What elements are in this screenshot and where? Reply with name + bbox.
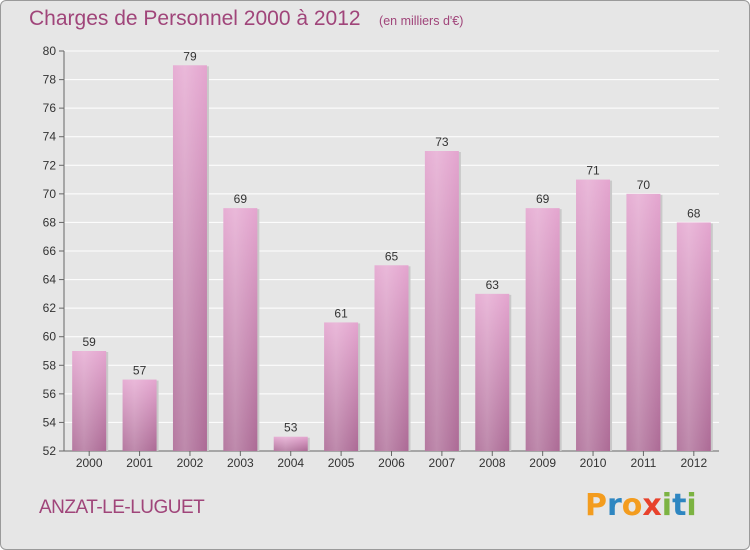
y-tick-label: 64 — [43, 273, 57, 287]
bar-highlight — [172, 65, 207, 452]
commune-name: ANZAT-LE-LUGUET — [39, 497, 205, 518]
y-tick-label: 66 — [43, 244, 57, 258]
x-tick-label: 2012 — [680, 456, 707, 470]
data-label: 79 — [183, 49, 197, 63]
x-tick-label: 2000 — [76, 456, 103, 470]
data-label: 61 — [334, 306, 348, 320]
y-tick-label: 52 — [43, 444, 57, 458]
y-tick-label: 72 — [43, 158, 57, 172]
y-tick-label: 58 — [43, 358, 57, 372]
proxiti-logo: Proxiti — [585, 488, 697, 523]
bar-highlight — [122, 379, 157, 451]
chart-subtitle: (en milliers d'€) — [379, 14, 464, 28]
x-tick-label: 2011 — [631, 456, 657, 470]
data-label: 68 — [687, 206, 701, 220]
logo-letter: o — [621, 488, 643, 523]
x-tick-label: 2010 — [580, 456, 607, 470]
bar-highlight — [273, 436, 308, 451]
logo-letter: x — [642, 488, 662, 523]
data-label: 59 — [83, 335, 97, 349]
x-tick-label: 2007 — [429, 456, 456, 470]
bar-highlight — [576, 179, 611, 452]
x-tick-label: 2008 — [479, 456, 506, 470]
y-tick-label: 76 — [43, 101, 57, 115]
y-tick-label: 54 — [43, 415, 57, 429]
bar-highlight — [525, 208, 560, 451]
data-label: 69 — [536, 192, 550, 206]
bar-highlight — [324, 322, 359, 451]
data-label: 70 — [637, 178, 651, 192]
data-label: 53 — [284, 421, 298, 435]
bar-highlight — [475, 293, 510, 451]
bar-highlight — [72, 351, 107, 451]
data-label: 57 — [133, 364, 147, 378]
y-tick-label: 60 — [43, 330, 57, 344]
chart-title: Charges de Personnel 2000 à 2012 — [29, 7, 361, 30]
title-block: Charges de Personnel 2000 à 2012 (en mil… — [29, 7, 463, 31]
bar-highlight — [626, 193, 661, 451]
x-tick-label: 2005 — [328, 456, 355, 470]
data-label: 73 — [435, 135, 449, 149]
y-tick-label: 70 — [43, 187, 57, 201]
bar-highlight — [374, 265, 409, 451]
logo-letter: P — [585, 488, 607, 523]
bar-highlight — [223, 208, 258, 451]
y-tick-label: 62 — [43, 301, 57, 315]
x-tick-label: 2009 — [529, 456, 556, 470]
data-label: 71 — [586, 164, 600, 178]
logo-letter: r — [607, 488, 622, 523]
x-tick-label: 2002 — [177, 456, 204, 470]
bar-highlight — [676, 222, 711, 451]
y-tick-label: 80 — [43, 44, 57, 58]
logo-letter: i — [686, 488, 697, 523]
y-tick-label: 78 — [43, 73, 57, 87]
x-tick-label: 2004 — [277, 456, 304, 470]
y-tick-label: 56 — [43, 387, 57, 401]
y-tick-label: 74 — [43, 130, 57, 144]
x-tick-label: 2003 — [227, 456, 254, 470]
logo-letter: t — [672, 488, 687, 523]
bar-highlight — [424, 151, 459, 451]
data-label: 69 — [234, 192, 248, 206]
data-label: 63 — [486, 278, 500, 292]
data-label: 65 — [385, 249, 399, 263]
x-tick-label: 2006 — [378, 456, 405, 470]
y-tick-label: 68 — [43, 215, 57, 229]
x-tick-label: 2001 — [126, 456, 153, 470]
logo-letter: i — [661, 488, 673, 523]
